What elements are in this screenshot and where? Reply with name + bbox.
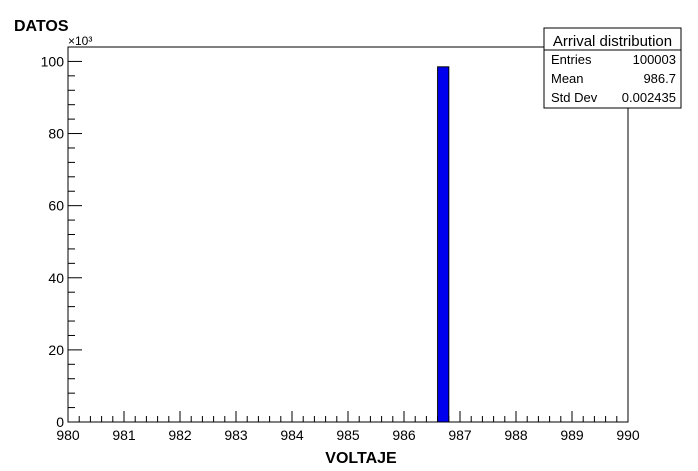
stats-box-title: Arrival distribution [553, 33, 672, 50]
stats-entries-label: Entries [551, 52, 592, 67]
stats-box: Arrival distribution Entries 100003 Mean… [543, 27, 682, 109]
x-axis-title: VOLTAJE [325, 450, 397, 467]
y-tick-label: 60 [48, 198, 64, 214]
x-tick-label: 982 [168, 427, 192, 443]
x-tick-label: 990 [616, 427, 640, 443]
y-tick-label: 20 [48, 342, 64, 358]
x-tick-label: 989 [560, 427, 584, 443]
histogram-bars [437, 66, 450, 423]
y-tick-label: 80 [48, 126, 64, 142]
x-tick-label: 986 [392, 427, 416, 443]
stats-stddev-label: Std Dev [551, 90, 598, 105]
y-tick-label: 100 [41, 53, 65, 69]
y-tick-label: 0 [56, 414, 64, 430]
stats-box-frame [543, 27, 682, 109]
stats-mean-value: 986.7 [643, 71, 676, 86]
x-tick-label: 983 [224, 427, 248, 443]
x-tick-label: 981 [112, 427, 136, 443]
stats-entries-value: 100003 [633, 52, 676, 67]
y-axis-title: DATOS [14, 18, 69, 35]
y-axis-multiplier: ×10³ [68, 34, 92, 48]
x-tick-label: 985 [336, 427, 360, 443]
x-tick-label: 988 [504, 427, 528, 443]
x-tick-label: 980 [56, 427, 80, 443]
histogram-bar [437, 66, 450, 423]
tick-labels: 980 981 982 983 984 985 986 987 988 989 990 0 20 40 60… [41, 53, 640, 443]
x-tick-label: 987 [448, 427, 472, 443]
x-tick-label: 984 [280, 427, 304, 443]
y-tick-label: 40 [48, 270, 64, 286]
stats-mean-label: Mean [551, 71, 584, 86]
stats-stddev-value: 0.002435 [622, 90, 676, 105]
